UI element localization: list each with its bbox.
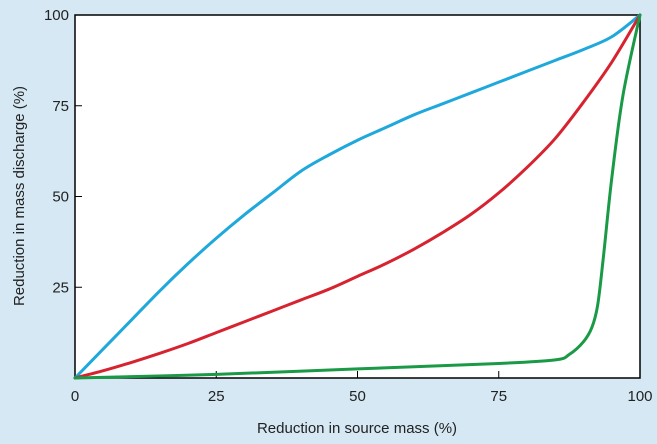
- x-tick-label: 50: [349, 388, 366, 405]
- series-line-2: [73, 13, 642, 380]
- y-axis-title: Reduction in mass discharge (%): [11, 86, 28, 306]
- series-line-1: [73, 13, 642, 380]
- y-tick-label: 25: [52, 279, 69, 296]
- plot-area: [74, 14, 641, 379]
- x-tick-label: 25: [208, 388, 225, 405]
- x-tick-label: 75: [490, 388, 507, 405]
- y-axis-ticks: 25 50 75 100: [44, 7, 82, 296]
- x-tick-label: 0: [71, 388, 79, 405]
- y-tick-label: 50: [52, 189, 69, 206]
- x-axis-title: Reduction in source mass (%): [257, 420, 457, 437]
- x-tick-label: 100: [627, 388, 652, 405]
- y-tick-label: 100: [44, 7, 69, 24]
- series-line-3: [73, 13, 642, 380]
- series-lines: [73, 13, 642, 380]
- y-tick-label: 75: [52, 98, 69, 115]
